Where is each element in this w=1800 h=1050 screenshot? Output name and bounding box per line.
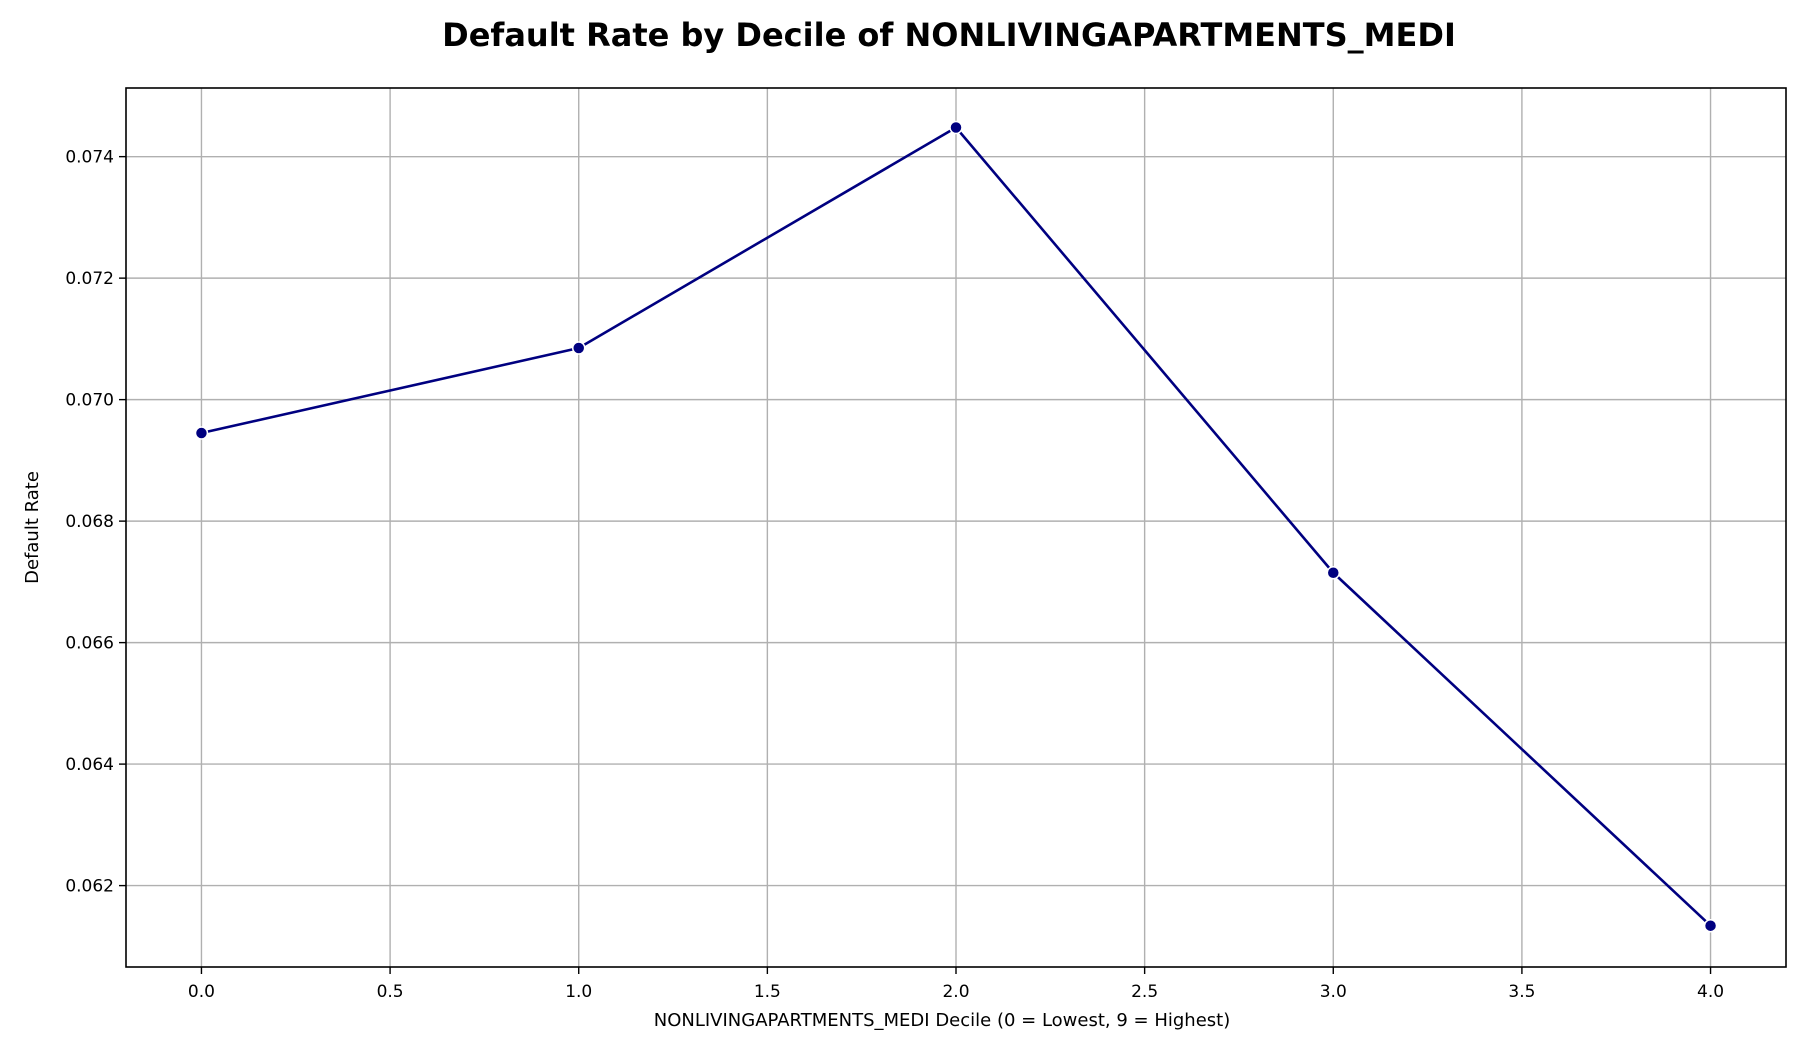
x-tick-label: 1.5	[754, 982, 781, 1002]
y-tick-label: 0.062	[65, 877, 114, 897]
y-tick-label: 0.070	[65, 391, 114, 411]
data-point	[194, 426, 209, 440]
x-tick-label: 3.5	[1508, 982, 1535, 1002]
series-layer	[194, 120, 1718, 933]
x-axis-label: NONLIVINGAPARTMENTS_MEDI Decile (0 = Low…	[654, 1010, 1230, 1031]
data-point	[1326, 566, 1341, 580]
y-tick-label: 0.072	[65, 269, 114, 289]
data-point	[571, 341, 586, 355]
x-tick-label: 0.5	[377, 982, 404, 1002]
y-axis-label: Default Rate	[22, 471, 43, 584]
x-tick-label: 0.0	[188, 982, 215, 1002]
data-point	[949, 120, 963, 135]
x-tick-label: 1.0	[565, 982, 592, 1002]
x-tick-label: 2.0	[942, 982, 969, 1002]
y-tick-label: 0.074	[65, 148, 114, 168]
x-axis-ticks: 0.0 0.5 1.0 1.5 2.0 2.5 3.0 3.5 4.0	[188, 967, 1724, 1002]
grid-lines	[126, 88, 1786, 967]
y-tick-label: 0.068	[65, 512, 114, 532]
chart-title: Default Rate by Decile of NONLIVINGAPART…	[442, 16, 1456, 54]
x-tick-label: 4.0	[1697, 982, 1724, 1002]
y-tick-label: 0.066	[65, 634, 114, 654]
y-axis-ticks: 0.062 0.064 0.066 0.068 0.070 0.072 0.074	[65, 148, 126, 897]
x-tick-label: 2.5	[1131, 982, 1158, 1002]
data-point	[1703, 918, 1718, 933]
y-tick-label: 0.064	[65, 755, 114, 775]
x-tick-label: 3.0	[1320, 982, 1347, 1002]
